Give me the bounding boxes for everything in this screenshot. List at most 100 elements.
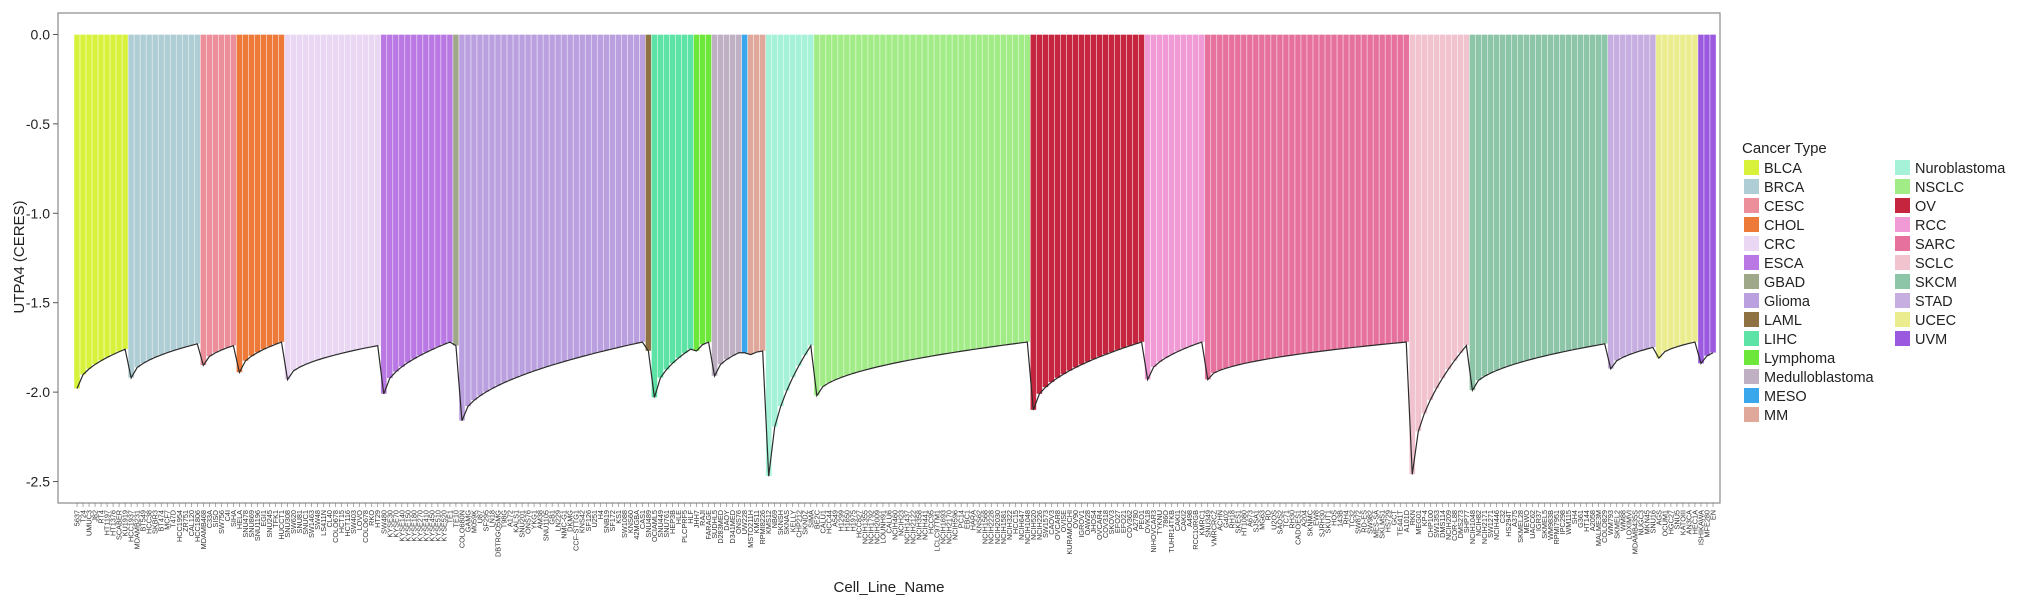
bar-sarc [1228, 34, 1236, 367]
bar-sclc [1451, 34, 1458, 362]
bar-nsclc [873, 34, 881, 368]
bar-chol [236, 34, 243, 373]
bar-skcm [1499, 34, 1506, 369]
bar-cesc [212, 34, 219, 354]
x-tick-label: TYKNU [1155, 510, 1164, 535]
legend-swatch-crc [1744, 236, 1759, 251]
bar-brca [133, 34, 141, 368]
bar-glioma [633, 34, 640, 344]
x-tick-label: SNU1105 [542, 510, 551, 541]
bar-stad [1613, 34, 1621, 362]
bar-nsclc [975, 34, 983, 349]
x-tick-label: RH18 [1227, 510, 1236, 529]
bar-brca [181, 34, 189, 348]
legend-swatch-ucec [1895, 312, 1910, 327]
x-tick-label: NCIH1693 [939, 510, 948, 544]
bar-crc [308, 34, 315, 363]
bar-esca [398, 34, 406, 368]
bar-skcm [1469, 34, 1476, 391]
x-tick-label: NCIH82 [1474, 510, 1483, 536]
bar-esca [428, 34, 436, 350]
bar-ucec [1673, 34, 1681, 348]
x-tick-label: RD [1263, 510, 1272, 521]
x-tick-label: NCIH1568 [981, 510, 990, 544]
x-tick-label: UMUC3 [85, 510, 94, 536]
x-tick-label: SUDHL5 [710, 510, 719, 539]
x-tick-label: WM115 [1564, 510, 1573, 535]
x-tick-label: MALME3M [1594, 510, 1603, 546]
bar-crc [290, 34, 297, 372]
x-tick-label: 786O [1161, 510, 1170, 528]
bar-glioma [500, 34, 508, 384]
bar-ucec [1655, 34, 1663, 359]
bar-ov [1060, 34, 1067, 375]
bar-skcm [1553, 34, 1560, 354]
x-tick-label: 143B [1336, 510, 1345, 527]
x-tick-label: GB1 [548, 510, 557, 525]
x-tick-label: KATOIII [1678, 510, 1687, 535]
x-tick-label: SW982 [1366, 510, 1375, 534]
x-tick-label: C33A [205, 510, 214, 528]
x-tick-label: ISHIKAWA [1696, 510, 1705, 545]
x-tick-label: H4 [596, 510, 605, 519]
bar-skcm [1517, 34, 1524, 363]
x-tick-label: WM88 [1618, 510, 1627, 531]
x-tick-label: KMS11 [752, 510, 761, 533]
bar-sarc [1306, 34, 1314, 353]
bar-esca [416, 34, 424, 356]
bar-stad [1649, 34, 1657, 348]
bar-nsclc [987, 34, 995, 348]
x-tick-label: C4I [223, 510, 232, 521]
x-tick-label: CALU6 [884, 510, 893, 534]
x-tick-label: SKBR3 [151, 510, 160, 534]
x-tick-label: JHH7 [692, 510, 701, 528]
bar-sclc [1457, 34, 1464, 354]
bars-group [73, 34, 1717, 477]
x-tick-label: SKNAS [782, 510, 791, 535]
x-tick-label: SNU869 [247, 510, 256, 538]
bar-nsclc [891, 34, 899, 364]
bar-brca [127, 34, 135, 379]
x-tick-label: LS411N [319, 510, 328, 536]
x-tick-label: KYSE270 [415, 510, 424, 542]
x-tick-label: SF295 [482, 510, 491, 532]
x-tick-label: OVK18 [1143, 510, 1152, 534]
x-tick-label: COV362 [1125, 510, 1134, 538]
bar-ov [1102, 34, 1109, 355]
x-tick-label: SIMA [806, 510, 815, 528]
x-tick-label: RPMI7951 [1552, 510, 1561, 544]
bar-glioma [590, 34, 598, 354]
x-tick-label: COLO678 [361, 510, 370, 543]
x-tick-label: SNU761 [662, 510, 671, 538]
bar-uvm [1697, 34, 1705, 364]
bar-nsclc [1005, 34, 1013, 345]
x-tick-label: MSTO211H [746, 510, 755, 548]
x-tick-label: RKN [1408, 510, 1417, 525]
bar-stad [1631, 34, 1639, 353]
bar-nsclc [813, 34, 821, 396]
x-tick-label: EGI1 [259, 510, 268, 527]
bar-ov [1084, 34, 1091, 363]
legend-swatch-esca [1744, 255, 1759, 270]
bar-chol [260, 34, 267, 350]
x-tick-label: NCIH322 [1005, 510, 1014, 540]
x-tick-label: NCIH647 [1017, 510, 1026, 540]
bar-glioma [458, 34, 466, 422]
legend-swatch-medulloblastoma [1744, 369, 1759, 384]
x-tick-label: OAW28 [1083, 510, 1092, 535]
x-tick-label: MEWO [1522, 510, 1531, 534]
bar-glioma [560, 34, 568, 362]
bar-glioma [542, 34, 550, 368]
x-tick-label: RH4 [1342, 510, 1351, 525]
x-tick-label: HCC827 [854, 510, 863, 538]
bar-glioma [584, 34, 592, 356]
bar-chol [242, 34, 249, 362]
x-tick-label: HEC1A [1690, 510, 1699, 534]
legend-label: GBAD [1764, 275, 1805, 291]
x-tick-label: SJRH30 [1318, 510, 1327, 537]
x-tick-label: MFE280 [1702, 510, 1711, 538]
x-tick-label: SNU1196 [253, 510, 262, 541]
bar-brca [169, 34, 177, 352]
legend-swatch-uvm [1895, 331, 1910, 346]
